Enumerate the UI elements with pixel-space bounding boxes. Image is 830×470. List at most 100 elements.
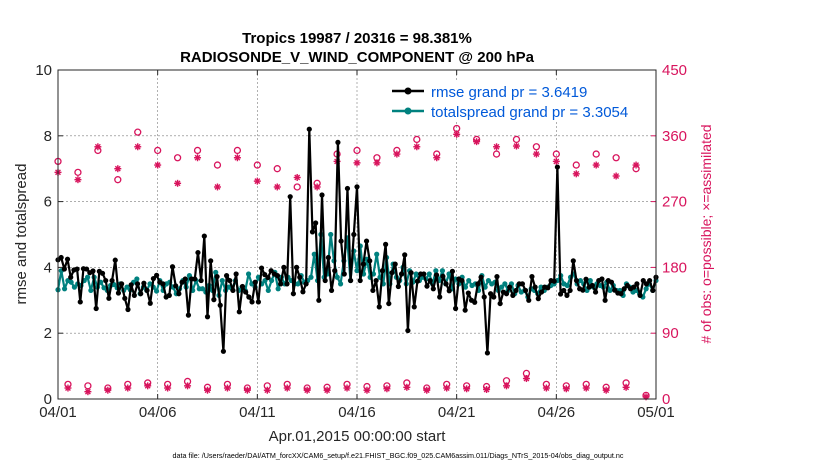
- spread-point: [219, 277, 225, 284]
- obs-assimilated-stroke: [65, 385, 71, 391]
- obs-assimilated-marker: [323, 386, 331, 394]
- x-tick-label: 04/21: [438, 404, 476, 421]
- rmse-point: [134, 281, 141, 287]
- obs-possible-marker: [134, 128, 142, 136]
- obs-assimilated-stroke: [543, 385, 550, 391]
- rmse-point: [348, 277, 354, 284]
- obs-assimilated-stroke: [284, 385, 291, 391]
- rmse-point: [246, 294, 252, 300]
- rmse-point: [395, 283, 401, 290]
- x-tick-label: 05/01: [637, 404, 675, 421]
- axis-ticks: 04/01 04/06 04/11 04/16 04/21 04/26 05/0102468…: [35, 62, 687, 421]
- spread-point: [587, 277, 593, 284]
- obs-assimilated-marker: [164, 384, 172, 392]
- rmse-point: [258, 265, 265, 271]
- obs-assimilated-marker: [582, 384, 590, 392]
- rmse-point: [230, 287, 236, 294]
- obs-assimilated-stroke: [274, 184, 281, 190]
- rmse-point: [341, 271, 347, 277]
- rmse-point: [637, 292, 643, 298]
- spread-point: [88, 287, 94, 294]
- rmse-point: [532, 284, 538, 290]
- rmse-point: [386, 300, 392, 307]
- spread-point: [643, 286, 649, 292]
- rmse-point: [357, 277, 363, 284]
- spread-point: [577, 277, 584, 284]
- x-tick-label: 04/16: [338, 404, 376, 421]
- legend-spread-label: totalspread grand pr = 3.3054: [431, 104, 628, 121]
- rmse-point: [223, 273, 230, 279]
- obs-assimilated-stroke: [364, 387, 370, 394]
- rmse-point: [74, 266, 80, 272]
- rmse-point: [109, 277, 115, 284]
- obs-assimilated-stroke: [154, 162, 161, 168]
- spread-point: [426, 271, 432, 277]
- rmse-point: [150, 275, 157, 282]
- obs-assimilated-marker: [622, 383, 630, 391]
- obs-possible-marker: [413, 135, 421, 144]
- obs-assimilated-marker: [423, 386, 431, 394]
- rmse-point: [472, 299, 478, 305]
- x-tick-label: 04/06: [139, 404, 177, 421]
- series-layer: [54, 124, 659, 401]
- y-tick-label-left: 6: [44, 194, 52, 211]
- rmse-point: [154, 272, 160, 278]
- rmse-point: [621, 286, 627, 292]
- obs-assimilated-stroke: [124, 385, 131, 391]
- rmse-point: [647, 277, 653, 284]
- rmse-point: [497, 300, 503, 307]
- obs-possible-marker: [353, 146, 361, 155]
- y-axis-label-right: # of obs: o=possible; ×=assimilated: [698, 124, 714, 343]
- rmse-point: [335, 139, 341, 145]
- obs-assimilated-stroke: [573, 170, 580, 177]
- rmse-point: [567, 287, 573, 294]
- obs-assimilated-stroke: [403, 384, 410, 391]
- obs-assimilated-stroke: [613, 173, 620, 179]
- rmse-point: [287, 194, 293, 200]
- rmse-point: [252, 279, 258, 285]
- y-tick-label-right: 0: [662, 391, 670, 408]
- obs-assimilated-marker: [532, 150, 540, 158]
- spread-point: [462, 284, 469, 290]
- rmse-point: [592, 289, 599, 295]
- obs-assimilated-stroke: [194, 154, 201, 161]
- obs-assimilated-stroke: [224, 385, 231, 391]
- obs-assimilated-stroke: [294, 174, 301, 181]
- rmse-point: [160, 281, 166, 287]
- rmse-point: [440, 273, 446, 279]
- obs-possible-marker: [74, 168, 82, 177]
- rmse-point: [408, 270, 414, 276]
- y-tick-label-right: 90: [662, 325, 679, 342]
- legend-rmse-marker: [404, 87, 412, 95]
- x-tick-label: 04/11: [239, 404, 275, 421]
- y-tick-label-left: 2: [44, 325, 52, 342]
- obs-assimilated-stroke: [533, 151, 540, 158]
- rmse-point: [519, 281, 526, 287]
- y-tick-label-left: 0: [44, 391, 52, 408]
- spread-point: [147, 281, 153, 287]
- rmse-point: [119, 281, 125, 287]
- obs-assimilated-marker: [204, 386, 211, 394]
- rmse-point: [383, 241, 389, 247]
- rmse-point: [284, 281, 290, 287]
- rmse-point: [437, 294, 443, 300]
- obs-possible-marker: [193, 146, 202, 155]
- rmse-point: [125, 306, 131, 313]
- rmse-point: [220, 348, 227, 354]
- obs-assimilated-stroke: [383, 385, 390, 392]
- rmse-point: [236, 309, 242, 315]
- rmse-point: [513, 287, 519, 294]
- rmse-point: [325, 254, 331, 261]
- obs-assimilated-stroke: [563, 385, 570, 392]
- rmse-point: [481, 294, 487, 300]
- rmse-point: [503, 291, 510, 297]
- obs-assimilated-stroke: [184, 382, 191, 389]
- rmse-point: [557, 291, 564, 297]
- spread-point: [498, 284, 505, 290]
- rmse-point: [265, 274, 271, 281]
- rmse-point: [290, 291, 296, 297]
- rmse-point: [316, 297, 322, 303]
- rmse-point: [491, 294, 497, 300]
- rmse-point: [446, 288, 452, 294]
